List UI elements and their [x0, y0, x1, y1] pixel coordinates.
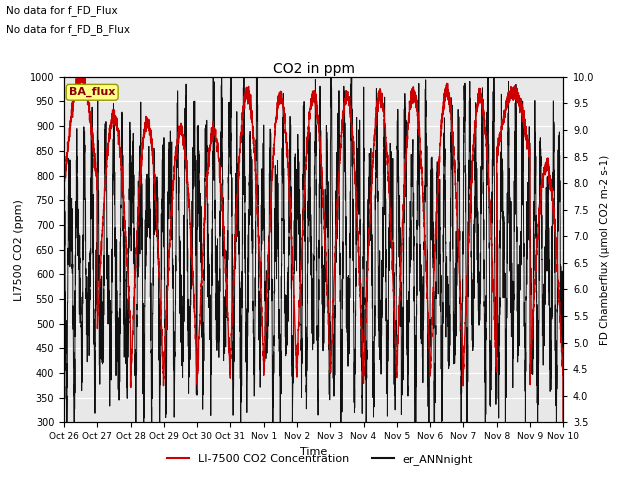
Title: CO2 in ppm: CO2 in ppm: [273, 61, 355, 76]
Text: No data for f_FD_Flux: No data for f_FD_Flux: [6, 5, 118, 16]
Y-axis label: LI7500 CO2 (ppm): LI7500 CO2 (ppm): [14, 199, 24, 300]
Y-axis label: FD Chamberflux (μmol CO2 m-2 s-1): FD Chamberflux (μmol CO2 m-2 s-1): [600, 155, 610, 345]
Legend: LI-7500 CO2 Concentration, er_ANNnight: LI-7500 CO2 Concentration, er_ANNnight: [163, 450, 477, 469]
X-axis label: Time: Time: [300, 447, 327, 456]
Text: BA_flux: BA_flux: [69, 87, 115, 97]
Text: No data for f_FD_B_Flux: No data for f_FD_B_Flux: [6, 24, 131, 35]
